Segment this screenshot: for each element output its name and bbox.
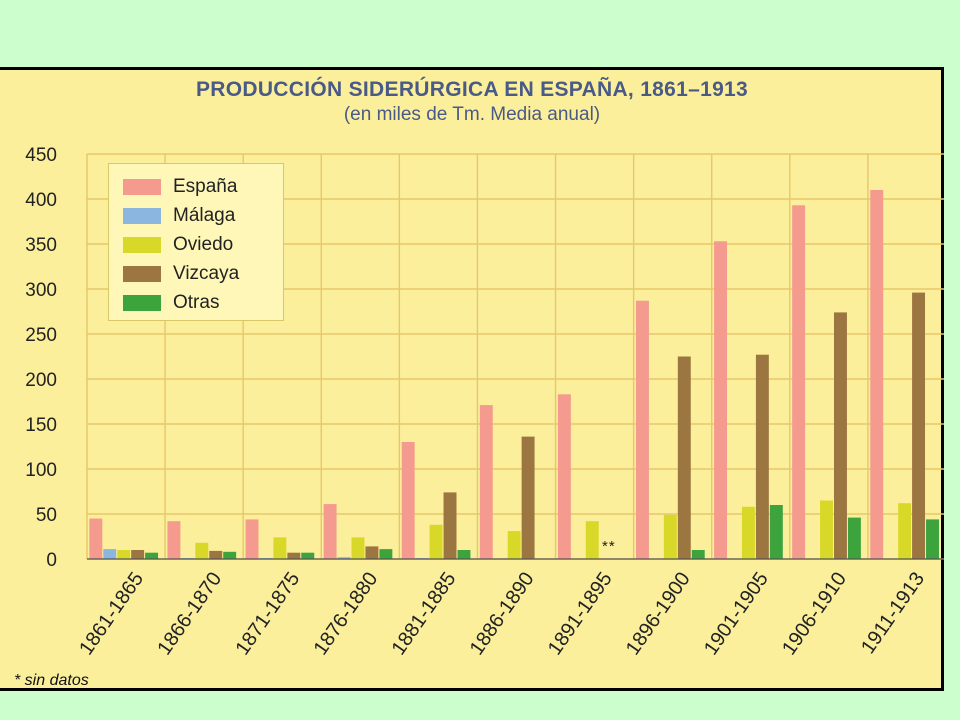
bar: [870, 190, 884, 559]
legend-label: Oviedo: [173, 233, 234, 255]
legend-swatch: [123, 207, 161, 224]
bar: [429, 524, 443, 559]
bar: [663, 514, 677, 559]
bar: [167, 521, 181, 559]
bar: [457, 550, 471, 559]
no-data-mark: **: [602, 538, 616, 555]
y-tick-label: 100: [25, 460, 57, 481]
y-tick-label: 150: [25, 415, 57, 436]
bar: [195, 542, 209, 559]
x-tick-label: 1886-1890: [466, 568, 539, 659]
bar: [103, 549, 117, 559]
bar: [287, 552, 301, 559]
chart-title: PRODUCCIÓN SIDERÚRGICA EN ESPAÑA, 1861–1…: [195, 78, 749, 101]
y-tick-label: 0: [46, 550, 57, 571]
legend-item: Vizcaya: [123, 259, 283, 288]
bar-chart: 450 400 350 300 250 200 150 100 50 0 1861-1865 186…: [25, 145, 944, 659]
bar: [301, 552, 315, 559]
bar: [521, 436, 535, 559]
bar: [443, 492, 457, 559]
y-tick-label: 400: [25, 190, 57, 211]
x-tick-label: 1861-1865: [75, 568, 148, 659]
bar: [273, 537, 287, 559]
legend-swatch: [123, 178, 161, 195]
bar: [833, 312, 847, 559]
legend-label: España: [173, 175, 238, 197]
x-tick-label: 1876-1880: [310, 568, 383, 659]
y-tick-label: 200: [25, 370, 57, 391]
x-tick-label: 1871-1875: [231, 568, 304, 659]
bar: [714, 241, 728, 560]
bar: [847, 517, 861, 559]
bar: [912, 292, 926, 559]
bar: [507, 531, 521, 559]
legend-item: Oviedo: [123, 230, 283, 259]
legend: España Málaga Oviedo Vizcaya Otras: [108, 163, 284, 321]
bar: [401, 442, 415, 559]
x-axis: 1861-1865 1866-1870 1871-1875 1876-1880 1881…: [75, 558, 944, 659]
chart-subtitle: (en miles de Tm. Media anual): [343, 104, 601, 125]
bar: [557, 394, 571, 559]
bar: [755, 354, 769, 559]
bar: [635, 300, 649, 559]
bar: [245, 519, 259, 559]
bar: [209, 550, 223, 559]
footnote: * sin datos: [14, 672, 89, 689]
x-tick-label: 1911-1913: [857, 568, 929, 658]
bar: [792, 205, 806, 560]
y-tick-label: 350: [25, 235, 57, 256]
legend-swatch: [123, 294, 161, 311]
legend-label: Vizcaya: [173, 262, 240, 284]
y-axis: 450 400 350 300 250 200 150 100 50 0: [25, 145, 57, 571]
x-tick-label: 1881-1885: [388, 568, 461, 659]
bar: [351, 537, 365, 559]
legend-label: Málaga: [173, 204, 236, 226]
x-tick-label: 1891-1895: [544, 568, 617, 659]
bar: [145, 552, 159, 559]
x-tick-label: 1906-1910: [778, 568, 851, 659]
bar: [223, 551, 237, 559]
bar: [820, 500, 833, 559]
legend-label: Otras: [173, 291, 220, 313]
y-tick-label: 250: [25, 325, 57, 346]
bar: [365, 546, 379, 559]
bar: [117, 550, 131, 559]
bar: [89, 518, 103, 559]
bar: [677, 356, 691, 559]
bar: [769, 505, 783, 559]
bar: [926, 519, 939, 559]
bar: [585, 521, 599, 559]
legend-swatch: [123, 265, 161, 282]
y-tick-label: 50: [36, 505, 57, 526]
bar: [337, 557, 351, 559]
y-tick-label: 300: [25, 280, 57, 301]
legend-item: España: [123, 172, 283, 201]
bar: [131, 550, 145, 559]
bar: [741, 506, 755, 559]
legend-item: Otras: [123, 288, 283, 317]
x-tick-label: 1896-1900: [622, 568, 695, 659]
legend-item: Málaga: [123, 201, 283, 230]
y-tick-label: 450: [25, 145, 57, 166]
bar: [323, 504, 337, 559]
legend-swatch: [123, 236, 161, 253]
x-tick-label: 1901-1905: [700, 568, 773, 659]
bar: [379, 549, 393, 559]
x-tick-label: 1866-1870: [153, 568, 226, 659]
bar: [691, 550, 705, 559]
bar: [898, 503, 912, 559]
bars: [89, 190, 939, 560]
bar: [479, 405, 493, 559]
